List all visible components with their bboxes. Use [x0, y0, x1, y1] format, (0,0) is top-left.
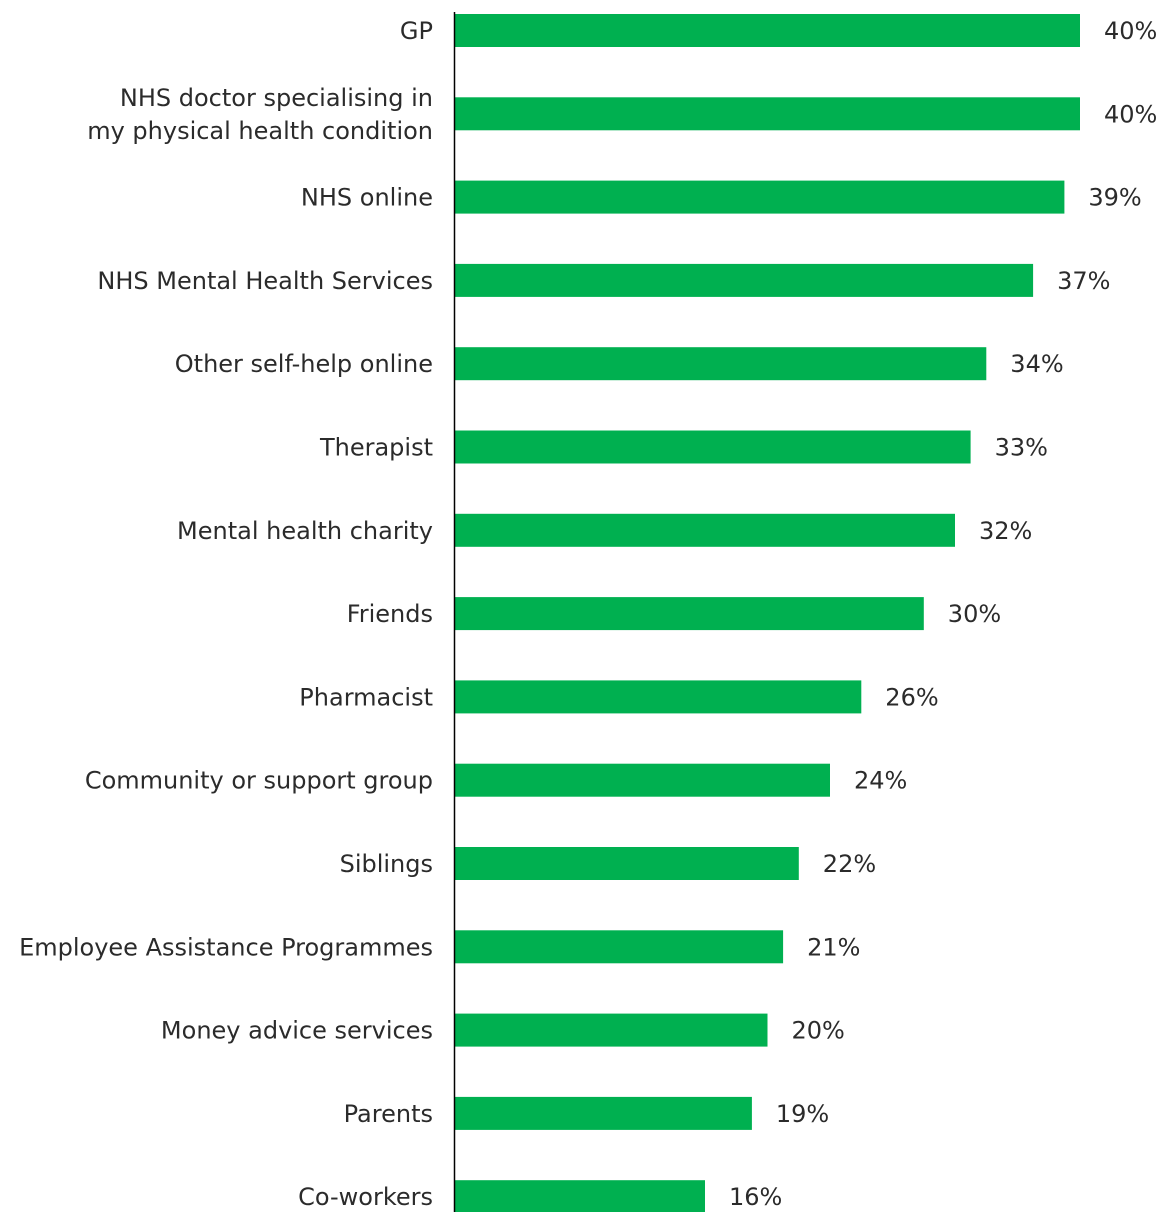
category-label-2-line-1: NHS doctor specialising in — [120, 84, 433, 112]
category-label-5: Other self-help online — [175, 350, 433, 378]
bar-5 — [455, 347, 987, 381]
bar-7 — [455, 513, 955, 547]
category-label-8: Friends — [347, 600, 433, 628]
value-label-7: 32% — [979, 517, 1032, 545]
category-label-7: Mental health charity — [177, 517, 433, 545]
bar-8 — [455, 597, 924, 631]
value-label-4: 37% — [1057, 267, 1110, 295]
bar-9 — [455, 680, 862, 714]
value-labels: 40% 40% 39% 37% 34% 33% 32% 30% 26% 24% 22% 21% 20% 1… — [729, 17, 1157, 1211]
bar-6 — [455, 430, 971, 464]
value-label-6: 33% — [995, 434, 1048, 462]
category-label-13: Money advice services — [161, 1017, 433, 1045]
category-label-10: Community or support group — [85, 767, 433, 795]
bars-layer — [455, 14, 1080, 1212]
bar-14 — [455, 1096, 752, 1130]
bar-13 — [455, 1013, 768, 1047]
category-label-2-line-2: my physical health condition — [87, 117, 433, 145]
category-label-15: Co-workers — [298, 1183, 433, 1211]
value-label-10: 24% — [854, 767, 907, 795]
value-label-11: 22% — [823, 850, 876, 878]
value-label-15: 16% — [729, 1183, 782, 1211]
category-labels: GP NHS doctor specialising in my physical … — [19, 17, 433, 1211]
bar-12 — [455, 930, 784, 964]
category-label-1: GP — [400, 17, 433, 45]
value-label-5: 34% — [1010, 350, 1063, 378]
value-label-12: 21% — [807, 933, 860, 961]
value-label-3: 39% — [1088, 184, 1141, 212]
bar-15 — [455, 1180, 705, 1212]
category-label-12: Employee Assistance Programmes — [19, 933, 433, 961]
bar-3 — [455, 180, 1065, 214]
category-label-11: Siblings — [340, 850, 433, 878]
bar-11 — [455, 847, 799, 880]
category-label-3: NHS online — [301, 184, 433, 212]
value-label-13: 20% — [792, 1017, 845, 1045]
value-label-9: 26% — [885, 683, 938, 711]
bar-10 — [455, 763, 830, 797]
bar-1 — [455, 14, 1080, 47]
bar-2 — [455, 97, 1080, 131]
category-label-14: Parents — [344, 1100, 433, 1128]
value-label-2: 40% — [1104, 100, 1157, 128]
value-label-8: 30% — [948, 600, 1001, 628]
value-label-14: 19% — [776, 1100, 829, 1128]
category-label-4: NHS Mental Health Services — [97, 267, 433, 295]
bar-4 — [455, 263, 1034, 297]
category-label-6: Therapist — [319, 434, 433, 462]
value-label-1: 40% — [1104, 17, 1157, 45]
category-label-9: Pharmacist — [299, 683, 433, 711]
